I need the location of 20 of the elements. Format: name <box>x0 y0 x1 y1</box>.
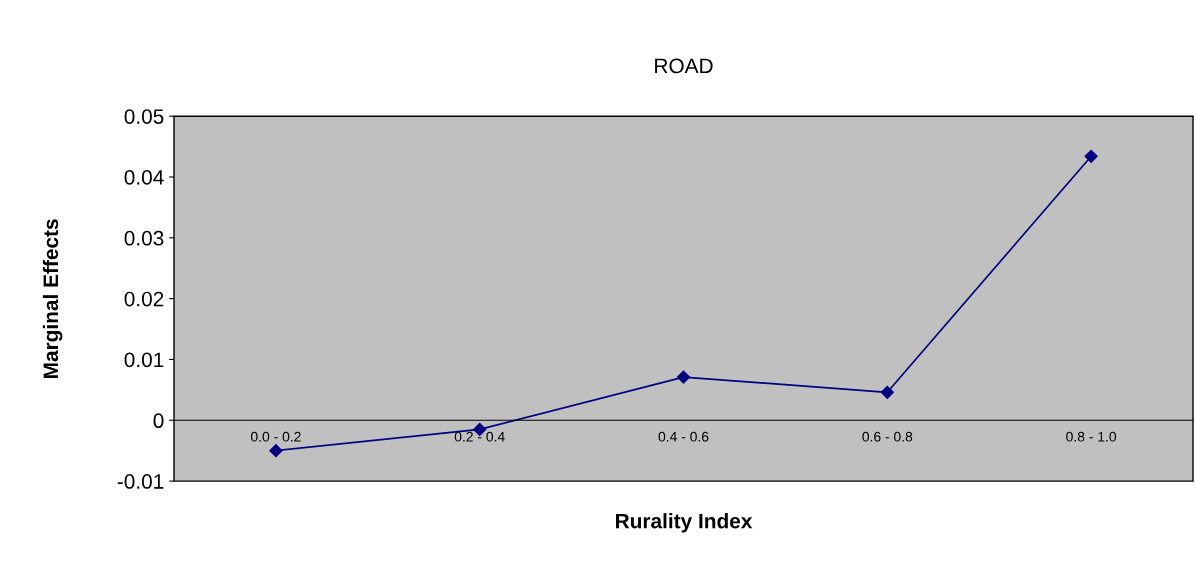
x-tick-label: 0.4 - 0.6 <box>658 431 709 442</box>
point <box>676 370 691 384</box>
y-axis-title: Marginal Effects <box>42 219 63 378</box>
x-tick-label: 0.8 - 1.0 <box>1066 431 1117 442</box>
y-tick-label: 0.03 <box>124 230 164 246</box>
point <box>269 444 283 458</box>
y-tick-label: 0.05 <box>124 109 164 124</box>
x-tick-label: 0.6 - 0.8 <box>862 431 913 442</box>
chart-title: ROAD <box>655 58 713 74</box>
x-tick-label: 0.2 - 0.4 <box>454 431 505 442</box>
point <box>1084 149 1098 163</box>
y-tick-label: 0.04 <box>124 170 164 185</box>
x-axis-title: Rurality Index <box>616 513 753 533</box>
point <box>880 385 894 399</box>
x-tick-label: 0.0 - 0.2 <box>250 431 301 442</box>
y-tick-label: 0.02 <box>124 291 164 307</box>
y-tick-label: 0 <box>153 413 164 429</box>
y-tick-label: 0.01 <box>124 352 164 368</box>
point <box>473 422 487 436</box>
y-tick-label: -0.01 <box>117 474 164 489</box>
